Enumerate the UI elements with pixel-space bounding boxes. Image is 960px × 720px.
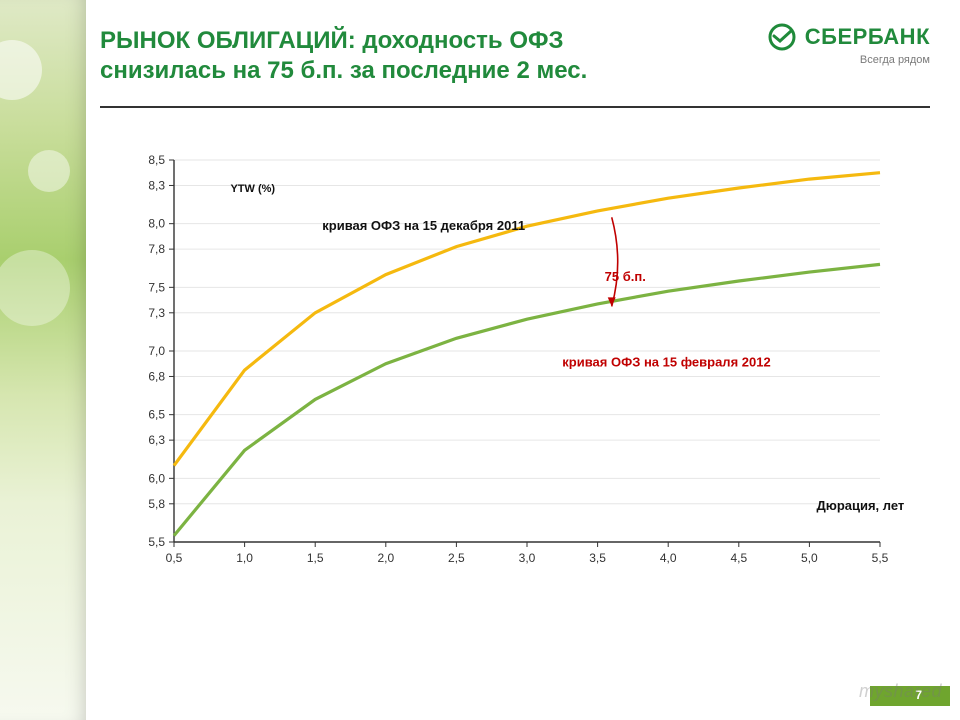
svg-text:0,5: 0,5 — [166, 551, 183, 565]
svg-text:кривая ОФЗ на 15 декабря 2011: кривая ОФЗ на 15 декабря 2011 — [322, 218, 525, 233]
svg-text:4,5: 4,5 — [730, 551, 747, 565]
header-divider — [100, 106, 930, 108]
svg-text:8,3: 8,3 — [148, 178, 165, 192]
svg-text:кривая ОФЗ на 15 февраля 2012: кривая ОФЗ на 15 февраля 2012 — [562, 354, 770, 369]
svg-text:7,8: 7,8 — [148, 242, 165, 256]
svg-text:6,3: 6,3 — [148, 433, 165, 447]
svg-text:2,5: 2,5 — [448, 551, 465, 565]
svg-text:5,5: 5,5 — [148, 535, 165, 549]
svg-text:2,0: 2,0 — [377, 551, 394, 565]
svg-text:Дюрация, лет: Дюрация, лет — [816, 498, 904, 513]
slide-title: РЫНОК ОБЛИГАЦИЙ: доходность ОФЗ снизилас… — [100, 26, 660, 86]
svg-text:6,0: 6,0 — [148, 471, 165, 485]
svg-text:7,3: 7,3 — [148, 306, 165, 320]
sberbank-icon — [767, 22, 797, 52]
svg-text:6,5: 6,5 — [148, 408, 165, 422]
brand-tagline: Всегда рядом — [767, 54, 930, 66]
svg-text:75 б.п.: 75 б.п. — [605, 269, 646, 284]
svg-text:YTW (%): YTW (%) — [230, 183, 275, 195]
svg-text:5,5: 5,5 — [872, 551, 889, 565]
chart-svg: 5,5 5,8 6,0 6,3 6,5 6,8 7,0 7,3 7,5 7,8 8,0 8,3 8,5 0… — [120, 150, 890, 590]
left-decoration — [0, 0, 86, 720]
watermark: myshared — [859, 681, 942, 702]
svg-text:8,0: 8,0 — [148, 217, 165, 231]
svg-text:5,0: 5,0 — [801, 551, 818, 565]
brand-logo: СБЕРБАНК Всегда рядом — [767, 22, 930, 66]
yield-curve-chart: 5,5 5,8 6,0 6,3 6,5 6,8 7,0 7,3 7,5 7,8 8,0 8,3 8,5 0… — [120, 150, 890, 590]
svg-text:4,0: 4,0 — [660, 551, 677, 565]
brand-name: СБЕРБАНК — [805, 24, 930, 50]
svg-text:1,5: 1,5 — [307, 551, 324, 565]
svg-text:7,5: 7,5 — [148, 280, 165, 294]
svg-text:1,0: 1,0 — [236, 551, 253, 565]
svg-text:7,0: 7,0 — [148, 344, 165, 358]
svg-text:5,8: 5,8 — [148, 497, 165, 511]
svg-text:3,0: 3,0 — [519, 551, 536, 565]
svg-text:6,8: 6,8 — [148, 369, 165, 383]
svg-text:3,5: 3,5 — [589, 551, 606, 565]
svg-text:8,5: 8,5 — [148, 153, 165, 167]
